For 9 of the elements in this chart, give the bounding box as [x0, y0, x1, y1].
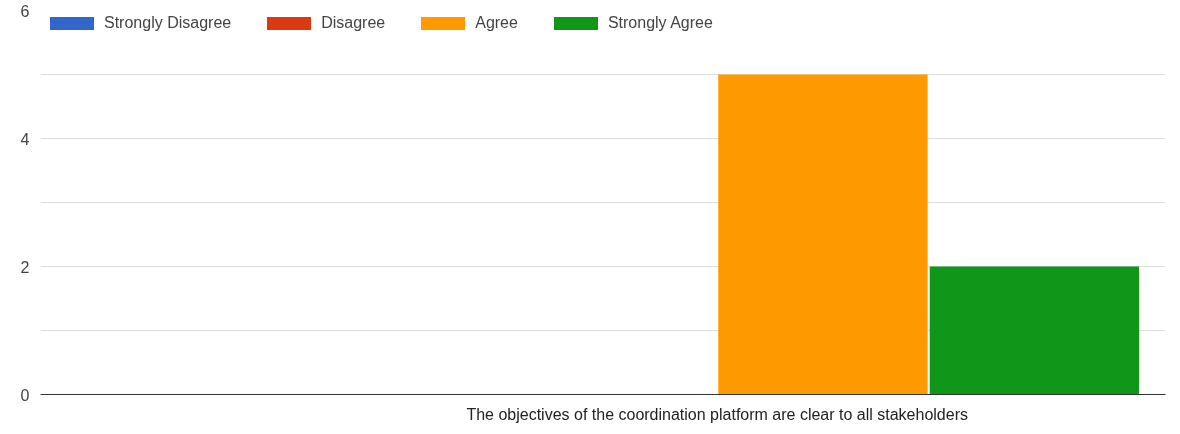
y-tick-label: 2 — [20, 258, 30, 276]
y-tick-label: 6 — [20, 2, 30, 20]
legend-label: Agree — [475, 14, 518, 32]
legend-label: Disagree — [321, 14, 386, 32]
legend-label: Strongly Disagree — [104, 14, 232, 32]
y-tick-label: 4 — [20, 130, 30, 148]
legend-label: Strongly Agree — [607, 14, 713, 32]
y-tick-label: 0 — [20, 386, 30, 404]
x-tick-label: The objectives of the coordination platform are clear to all stakeholders — [466, 405, 968, 423]
